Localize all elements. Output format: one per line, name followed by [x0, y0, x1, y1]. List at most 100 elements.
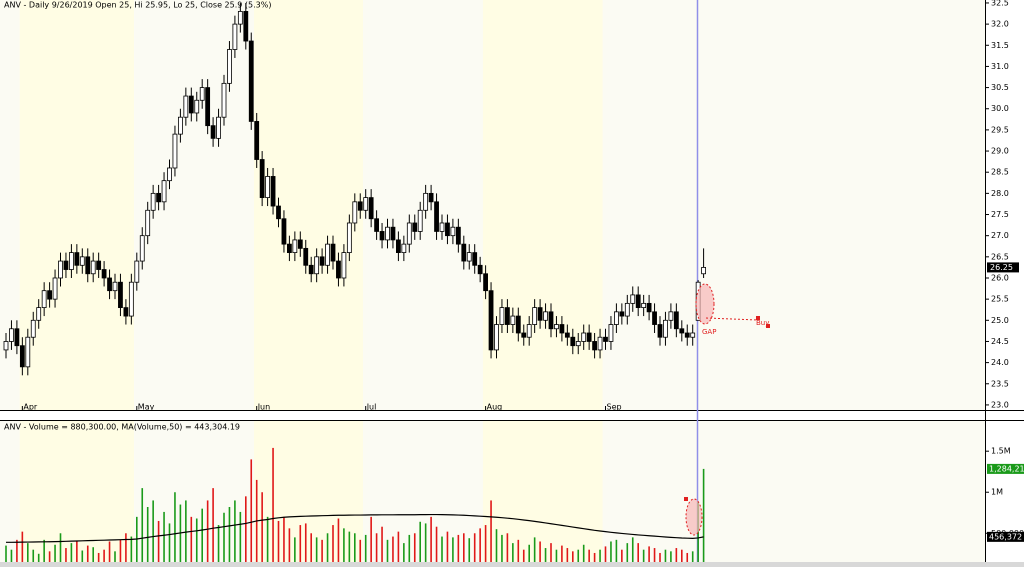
volume-bar [266, 516, 269, 562]
volume-bar [637, 543, 639, 562]
candle-body [123, 307, 129, 317]
volume-bar [326, 533, 329, 562]
x-tick-label: Jun [257, 403, 271, 412]
volume-bar [664, 549, 667, 562]
volume-bar [304, 523, 307, 562]
annotation: GAP [702, 328, 716, 336]
volume-bar [615, 539, 618, 562]
marker [756, 316, 760, 320]
candle-body [504, 307, 510, 325]
volume-bar [479, 528, 481, 562]
candle-body [19, 345, 25, 368]
volume-bar [544, 548, 547, 562]
candle-body [314, 256, 320, 275]
volume-bar [686, 552, 689, 562]
candle-body [559, 324, 565, 334]
volume-bar [70, 543, 73, 562]
volume-bar [621, 549, 623, 562]
volume-bar [283, 516, 285, 562]
volume-bar [114, 551, 116, 562]
month-band [0, 420, 20, 562]
candle-body [673, 311, 679, 330]
volume-bar [555, 549, 558, 562]
candle-body [227, 49, 232, 84]
volume-bar [463, 533, 465, 562]
candle-body [548, 311, 554, 330]
volume-bar [245, 496, 247, 562]
y-tick-label: 24.5 [991, 337, 1009, 346]
volume-bar [321, 539, 323, 562]
last-volume-label: 1,284,218 [989, 464, 1024, 473]
month-band [482, 420, 603, 562]
candle-body [515, 315, 521, 334]
candle-body [177, 116, 183, 135]
candle-body [303, 247, 309, 266]
volume-bar [604, 546, 607, 562]
buy-arrow [705, 317, 759, 321]
month-band [254, 420, 363, 562]
candle-body [30, 319, 36, 338]
candle-body [461, 243, 467, 262]
marker [766, 324, 770, 328]
volume-bar [610, 541, 612, 562]
candle-body [570, 336, 576, 347]
candle-body [330, 243, 336, 262]
month-band [363, 0, 483, 410]
candle-body [308, 264, 314, 275]
candle-body [652, 311, 657, 325]
volume-bar [299, 525, 302, 562]
candle-body [537, 307, 543, 321]
volume-bar [702, 468, 705, 562]
candle-body [150, 192, 156, 211]
marker [684, 497, 688, 501]
month-band [19, 420, 135, 562]
candle-body [488, 290, 494, 351]
x-tick-label: Aug [487, 403, 503, 412]
volume-bar [522, 549, 525, 562]
month-band [254, 0, 363, 410]
volume-bar [397, 531, 400, 562]
volume-bar [343, 528, 345, 562]
volume-bar [506, 533, 509, 562]
candle-body [265, 176, 271, 198]
x-tick-label: Sep [607, 403, 622, 412]
volume-bar [206, 500, 209, 562]
candle-body [9, 328, 14, 342]
volume-bar [441, 536, 443, 562]
y-tick-label: 26.5 [991, 252, 1009, 261]
volume-bar [212, 488, 214, 562]
tab-bar [0, 562, 1024, 567]
y-tick-label: 29.5 [991, 125, 1009, 134]
volume-bar [21, 531, 24, 562]
volume-bar [413, 533, 416, 562]
candle-body [581, 332, 587, 342]
candle-body [276, 205, 281, 220]
background [0, 0, 985, 562]
candle-body [346, 222, 352, 254]
y-tick-label: 29.0 [991, 147, 1009, 156]
candle-body [74, 252, 80, 266]
y-tick-label: 28.5 [991, 168, 1009, 177]
candle-body [521, 332, 527, 338]
candle-body [128, 281, 134, 317]
candle-body [167, 167, 172, 182]
candle-body [325, 243, 330, 266]
volume-bar [10, 549, 13, 562]
candle-body [58, 260, 63, 279]
volume-bar [337, 518, 340, 562]
candle-body [286, 243, 292, 254]
volume-bar [419, 521, 421, 562]
volume-bar [174, 492, 176, 562]
volume-bar [359, 539, 362, 562]
volume-bar [539, 541, 541, 562]
volume-bar [5, 545, 7, 562]
volume-bar [157, 520, 160, 562]
volume-bar [670, 551, 672, 562]
volume-bar [484, 525, 487, 562]
candle-body [172, 133, 178, 169]
volume-bar [659, 552, 661, 562]
y-tick-label: 28.0 [991, 189, 1009, 198]
candle-body [684, 332, 690, 338]
last-ma-box [987, 531, 1024, 542]
y-tick-label: 25.0 [991, 316, 1009, 325]
